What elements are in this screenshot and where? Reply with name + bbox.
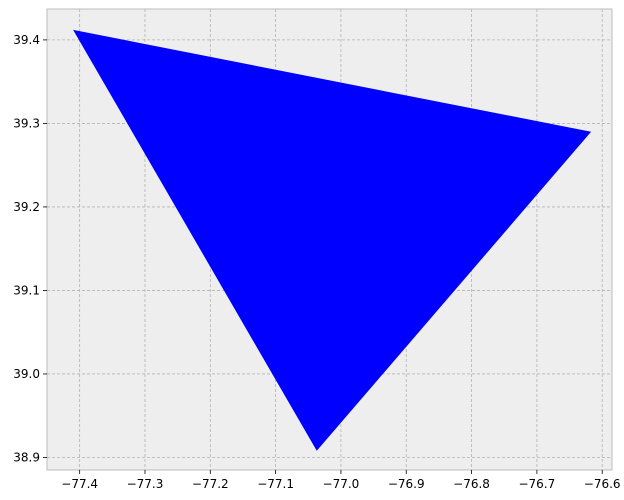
x-tick-label: −76.7	[518, 477, 555, 491]
x-tick-label: −77.1	[257, 477, 294, 491]
plot-frame	[46, 8, 613, 471]
y-tick-label: 39.4	[13, 33, 40, 47]
x-tick-label: −76.9	[388, 477, 425, 491]
y-tick-label: 39.2	[13, 200, 40, 214]
data-layer	[73, 29, 592, 451]
y-tick-label: 39.3	[13, 116, 40, 130]
y-tick-label: 39.1	[13, 283, 40, 297]
x-tick-label: −76.6	[584, 477, 621, 491]
x-tick-label: −76.8	[453, 477, 490, 491]
x-tick-label: −77.3	[127, 477, 164, 491]
y-tick-label: 39.0	[13, 367, 40, 381]
x-axis: −77.4 −77.3 −77.2 −77.1 −77.0 −76.9 −76.8 −76.7…	[61, 470, 621, 491]
x-tick-label: −77.2	[192, 477, 229, 491]
y-tick-label: 38.9	[13, 450, 40, 464]
x-tick-label: −77.4	[61, 477, 98, 491]
x-tick-label: −77.0	[323, 477, 360, 491]
y-axis: 38.9 39.0 39.1 39.2 39.3 39.4	[13, 33, 47, 464]
data-polygon	[73, 29, 592, 451]
